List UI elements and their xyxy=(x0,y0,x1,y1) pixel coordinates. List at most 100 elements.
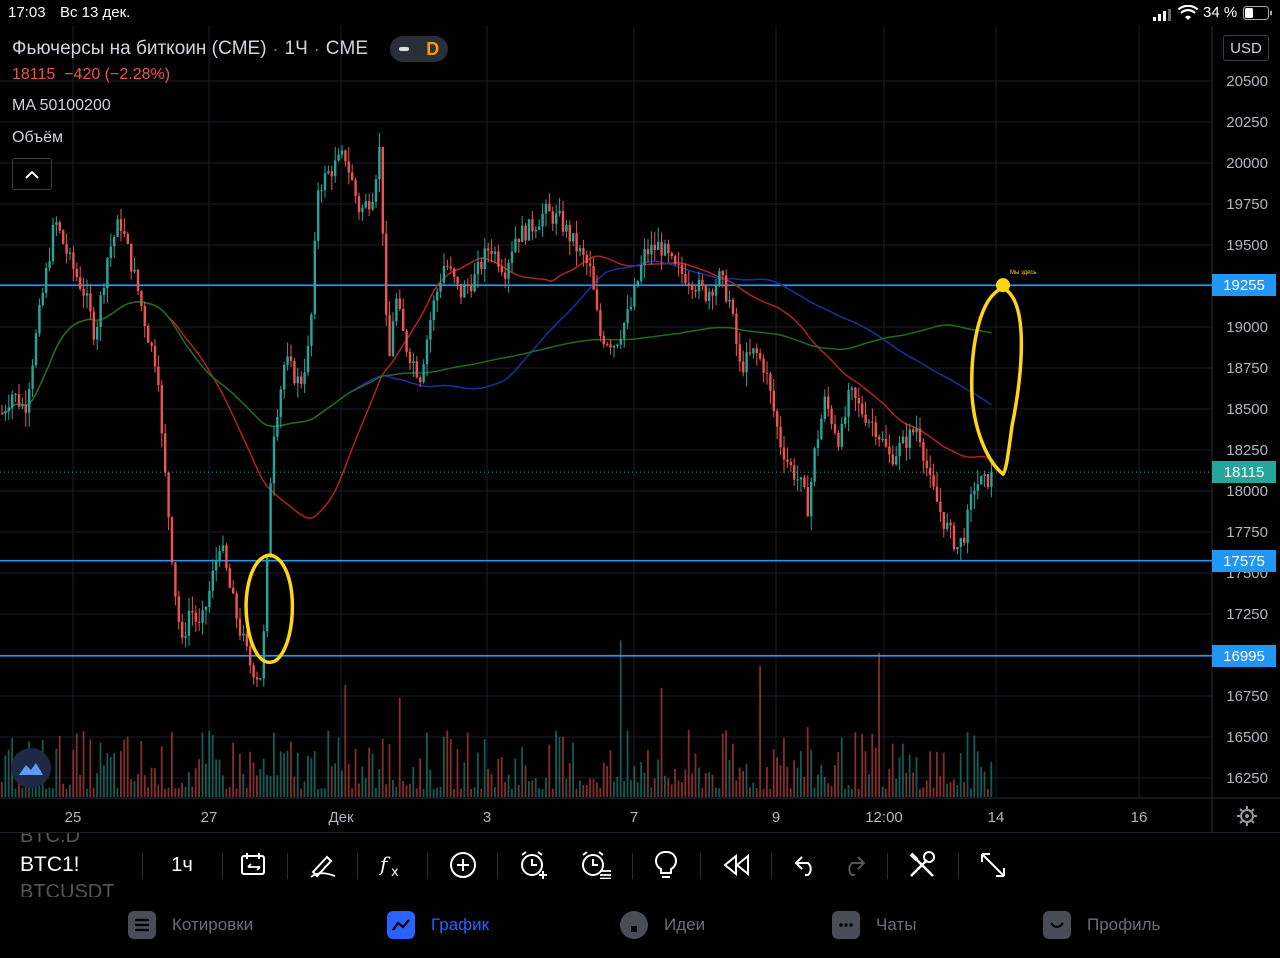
gear-icon[interactable] xyxy=(1236,805,1258,832)
fullscreen-expand-icon[interactable] xyxy=(976,833,1010,897)
volume-bar xyxy=(589,778,591,797)
add-circle-icon[interactable] xyxy=(445,833,481,897)
volume-bar xyxy=(368,747,370,797)
candle-body xyxy=(725,275,728,302)
redo-icon[interactable] xyxy=(838,833,870,897)
candle-body xyxy=(48,261,51,268)
volume-bar xyxy=(674,768,676,797)
price-tick-label: 17250 xyxy=(1226,606,1268,623)
candle-body xyxy=(782,447,786,460)
volume-bar xyxy=(157,784,160,797)
tradingview-logo[interactable] xyxy=(11,748,51,788)
ma-indicator-label[interactable]: MA 50100200 xyxy=(12,97,111,114)
volume-bar xyxy=(296,752,299,797)
symbol-header[interactable]: Фьючерсы на биткоин (CME) · 1Ч · CME D xyxy=(12,36,449,62)
volume-bar xyxy=(116,787,119,797)
volume-bar xyxy=(205,763,207,797)
volume-bar xyxy=(191,786,194,797)
volume-bar xyxy=(701,788,704,797)
nav-profile-label: Профиль xyxy=(1087,915,1161,934)
lightbulb-icon[interactable] xyxy=(650,833,682,897)
candle-body xyxy=(762,358,765,373)
candle-body xyxy=(871,421,874,423)
volume-bar xyxy=(800,751,802,797)
volume-bar xyxy=(507,774,510,797)
volume-bar xyxy=(684,769,687,797)
volume-bar xyxy=(184,786,187,797)
candle-body xyxy=(113,236,116,247)
candle-body xyxy=(62,230,65,244)
volume-bar xyxy=(623,781,625,797)
candle-body xyxy=(211,570,214,591)
candle-body xyxy=(935,486,939,502)
candle-body xyxy=(99,295,102,327)
nav-ideas[interactable]: Идеи xyxy=(620,911,705,939)
candle-body xyxy=(340,150,344,155)
candle-body xyxy=(41,292,44,305)
currency-button[interactable]: USD xyxy=(1223,35,1269,61)
candle-body xyxy=(691,284,694,290)
add-alert-icon[interactable] xyxy=(515,833,553,897)
candle-body xyxy=(905,436,908,448)
volume-bar xyxy=(817,774,819,797)
volume-bar xyxy=(582,784,585,797)
nav-quotes[interactable]: Котировки xyxy=(128,911,253,939)
volume-bar xyxy=(177,788,180,797)
symbol-picker[interactable]: BTC.D BTC1! BTCUSDT xyxy=(20,833,130,897)
collapse-indicators-button[interactable] xyxy=(12,158,52,190)
volume-bar xyxy=(732,743,734,797)
delay-badge[interactable]: D xyxy=(390,36,449,62)
signal-icon xyxy=(1153,8,1173,26)
candle-body xyxy=(354,180,357,197)
volume-bar xyxy=(154,768,156,797)
candle-body xyxy=(17,394,21,407)
draw-pen-icon[interactable] xyxy=(305,833,341,897)
candle-body xyxy=(891,454,894,465)
nav-profile[interactable]: Профиль xyxy=(1043,911,1160,939)
volume-bar xyxy=(109,756,112,797)
volume-bar xyxy=(915,757,918,797)
calendar-range-icon[interactable] xyxy=(236,833,272,897)
volume-bar xyxy=(453,788,455,797)
candle-body xyxy=(306,345,310,373)
time-tick-label: 9 xyxy=(772,809,780,826)
time-tick-label: 14 xyxy=(988,809,1005,826)
candle-body xyxy=(534,229,537,232)
volume-bar xyxy=(188,772,190,797)
volume-bar xyxy=(398,697,401,797)
volume-bar xyxy=(320,788,323,797)
candle-body xyxy=(459,283,463,298)
volume-bar xyxy=(619,640,622,797)
volume-indicator-label[interactable]: Объём xyxy=(12,129,63,146)
volume-bar xyxy=(276,775,279,797)
candle-body xyxy=(456,277,459,284)
interval-button[interactable]: 1ч xyxy=(171,853,193,876)
candle-body xyxy=(371,201,374,210)
price-chart[interactable]: Мы здесь 2050020250200001975019500192501… xyxy=(0,26,1280,832)
candle-body xyxy=(470,285,473,292)
candle-body xyxy=(606,344,609,346)
candle-body xyxy=(912,429,915,433)
candle-body xyxy=(602,336,605,345)
volume-bar xyxy=(840,737,843,797)
undo-icon[interactable] xyxy=(790,833,822,897)
candle-body xyxy=(976,484,979,491)
candle-body xyxy=(548,203,551,212)
volume-bar xyxy=(429,769,432,797)
volume-bar xyxy=(344,685,347,797)
volume-bars xyxy=(1,640,993,797)
replay-rewind-icon[interactable] xyxy=(718,833,754,897)
candle-body xyxy=(861,403,864,415)
candle-body xyxy=(878,436,881,440)
volume-bar xyxy=(524,765,527,797)
volume-bar xyxy=(354,748,357,797)
volume-bar xyxy=(602,762,605,797)
nav-chart[interactable]: График xyxy=(387,911,489,939)
alerts-list-icon[interactable] xyxy=(577,833,615,897)
candle-body xyxy=(874,422,877,437)
volume-bar xyxy=(327,730,330,797)
volume-bar xyxy=(677,780,680,797)
tools-wrench-icon[interactable] xyxy=(904,833,940,897)
nav-chats[interactable]: Чаты xyxy=(832,911,916,939)
